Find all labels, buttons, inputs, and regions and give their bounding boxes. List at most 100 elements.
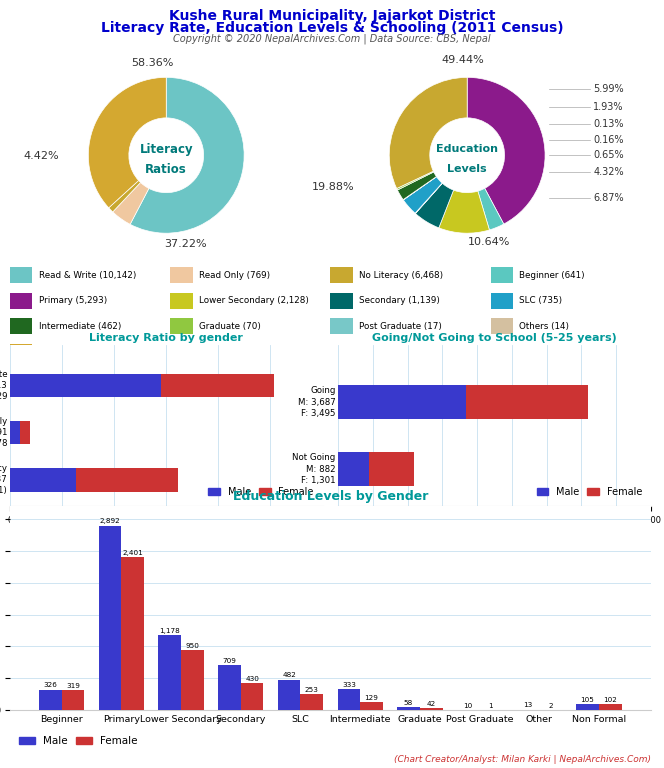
Bar bbox=[491, 318, 513, 334]
Text: 4.42%: 4.42% bbox=[23, 151, 58, 161]
Text: 58.36%: 58.36% bbox=[131, 58, 173, 68]
Bar bbox=[397, 707, 420, 710]
Text: 129: 129 bbox=[365, 695, 378, 701]
Bar bbox=[331, 318, 353, 334]
Text: No Literacy (6,468): No Literacy (6,468) bbox=[359, 270, 444, 280]
Bar bbox=[62, 690, 84, 710]
Legend: Male, Female: Male, Female bbox=[205, 483, 317, 501]
Text: Copyright © 2020 NepalArchives.Com | Data Source: CBS, Nepal: Copyright © 2020 NepalArchives.Com | Dat… bbox=[173, 33, 491, 44]
Text: Read Only (769): Read Only (769) bbox=[199, 270, 270, 280]
Title: Literacy Ratio by gender: Literacy Ratio by gender bbox=[89, 333, 243, 343]
Bar bbox=[278, 680, 301, 710]
Bar bbox=[10, 318, 33, 334]
Text: Secondary (1,139): Secondary (1,139) bbox=[359, 296, 440, 305]
Bar bbox=[10, 373, 161, 397]
Wedge shape bbox=[416, 184, 454, 228]
Bar bbox=[491, 267, 513, 283]
Bar bbox=[466, 386, 588, 419]
Text: Education: Education bbox=[436, 144, 498, 154]
Bar bbox=[161, 373, 274, 397]
Wedge shape bbox=[398, 172, 436, 200]
Text: 58: 58 bbox=[404, 700, 413, 706]
Text: 0.65%: 0.65% bbox=[594, 151, 624, 161]
Text: 1: 1 bbox=[489, 703, 493, 709]
Wedge shape bbox=[439, 190, 489, 233]
Text: 2,892: 2,892 bbox=[100, 518, 120, 525]
Text: (Chart Creator/Analyst: Milan Karki | NepalArchives.Com): (Chart Creator/Analyst: Milan Karki | Ne… bbox=[394, 755, 651, 764]
Text: 42: 42 bbox=[426, 700, 436, 707]
Bar bbox=[337, 689, 360, 710]
Bar bbox=[218, 665, 241, 710]
Wedge shape bbox=[415, 183, 442, 214]
Bar bbox=[599, 704, 622, 710]
Text: 105: 105 bbox=[580, 697, 594, 703]
Text: Kushe Rural Municipality, Jajarkot District: Kushe Rural Municipality, Jajarkot Distr… bbox=[169, 9, 495, 23]
Bar bbox=[10, 344, 33, 359]
Text: Lower Secondary (2,128): Lower Secondary (2,128) bbox=[199, 296, 309, 305]
Text: 0.16%: 0.16% bbox=[594, 134, 624, 144]
Bar bbox=[10, 293, 33, 309]
Legend: Male, Female: Male, Female bbox=[533, 483, 646, 501]
Bar bbox=[170, 293, 193, 309]
Bar bbox=[10, 468, 76, 492]
Text: Levels: Levels bbox=[448, 164, 487, 174]
Wedge shape bbox=[403, 177, 436, 200]
Bar bbox=[181, 650, 204, 710]
Text: 253: 253 bbox=[305, 687, 319, 693]
Text: 4.32%: 4.32% bbox=[594, 167, 624, 177]
Text: Non Formal (207): Non Formal (207) bbox=[39, 347, 115, 356]
Wedge shape bbox=[389, 78, 467, 188]
Text: 10.64%: 10.64% bbox=[468, 237, 510, 247]
Wedge shape bbox=[109, 180, 141, 212]
Text: 326: 326 bbox=[43, 683, 57, 688]
Bar bbox=[10, 267, 33, 283]
Bar bbox=[241, 683, 264, 710]
Bar bbox=[369, 452, 414, 486]
Text: 37.22%: 37.22% bbox=[165, 239, 207, 249]
Wedge shape bbox=[88, 78, 166, 208]
Text: Beginner (641): Beginner (641) bbox=[519, 270, 585, 280]
Text: 1.93%: 1.93% bbox=[594, 102, 624, 112]
Text: Post Graduate (17): Post Graduate (17) bbox=[359, 322, 442, 331]
Wedge shape bbox=[130, 78, 244, 233]
Bar bbox=[99, 525, 122, 710]
Text: Literacy Rate, Education Levels & Schooling (2011 Census): Literacy Rate, Education Levels & School… bbox=[101, 21, 563, 35]
Wedge shape bbox=[467, 78, 545, 224]
Text: SLC (735): SLC (735) bbox=[519, 296, 562, 305]
Text: 19.88%: 19.88% bbox=[311, 182, 354, 192]
Text: 2: 2 bbox=[548, 703, 553, 709]
Text: 709: 709 bbox=[222, 658, 236, 664]
Text: 1,178: 1,178 bbox=[159, 628, 180, 634]
Bar bbox=[301, 694, 323, 710]
Text: 13: 13 bbox=[523, 703, 533, 708]
Bar bbox=[76, 468, 179, 492]
Text: Ratios: Ratios bbox=[145, 163, 187, 176]
Bar bbox=[338, 452, 369, 486]
Text: 2,401: 2,401 bbox=[122, 550, 143, 556]
Text: Primary (5,293): Primary (5,293) bbox=[39, 296, 107, 305]
Text: 49.44%: 49.44% bbox=[442, 55, 485, 65]
Bar bbox=[576, 703, 599, 710]
Bar bbox=[159, 635, 181, 710]
Bar bbox=[420, 708, 442, 710]
Wedge shape bbox=[478, 188, 504, 230]
Bar bbox=[170, 267, 193, 283]
Bar bbox=[331, 293, 353, 309]
Bar bbox=[122, 557, 144, 710]
Title: Going/Not Going to School (5-25 years): Going/Not Going to School (5-25 years) bbox=[372, 333, 617, 343]
Text: 102: 102 bbox=[604, 697, 618, 703]
Text: Others (14): Others (14) bbox=[519, 322, 569, 331]
Text: 10: 10 bbox=[463, 703, 473, 709]
Text: 319: 319 bbox=[66, 683, 80, 689]
Bar bbox=[338, 386, 466, 419]
Text: 0.13%: 0.13% bbox=[594, 119, 624, 129]
Text: Read & Write (10,142): Read & Write (10,142) bbox=[39, 270, 136, 280]
Bar bbox=[331, 267, 353, 283]
Text: Graduate (70): Graduate (70) bbox=[199, 322, 261, 331]
Bar bbox=[170, 318, 193, 334]
Wedge shape bbox=[113, 183, 149, 224]
Wedge shape bbox=[403, 177, 442, 214]
Bar bbox=[10, 421, 20, 445]
Text: 482: 482 bbox=[282, 673, 296, 678]
Text: 430: 430 bbox=[245, 676, 259, 682]
